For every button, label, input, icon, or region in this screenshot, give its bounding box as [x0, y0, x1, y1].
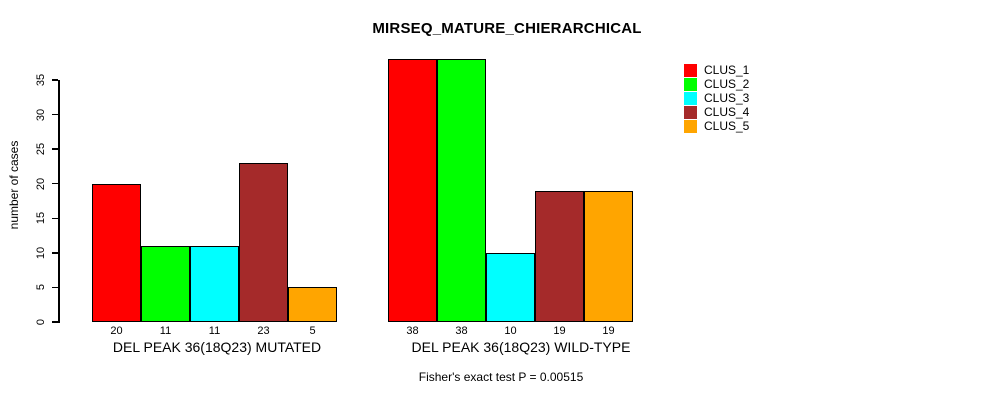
- legend-swatch-clus_4: [684, 105, 697, 119]
- y-tick-label: 10: [35, 246, 47, 259]
- bar-value-label: 11: [208, 325, 221, 337]
- bar-clus_2-group2: [437, 59, 486, 322]
- bar-clus_2-group1: [141, 246, 190, 322]
- group-label: DEL PEAK 36(18Q23) MUTATED: [112, 339, 322, 355]
- bar-clus_3-group2: [486, 253, 535, 322]
- legend-swatch-clus_2: [684, 77, 697, 91]
- bar-value-label: 5: [309, 325, 316, 337]
- bar-value-label: 19: [602, 325, 615, 337]
- y-tick: [52, 79, 58, 81]
- legend-label: CLUS_2: [704, 77, 750, 91]
- y-tick: [52, 321, 58, 323]
- bar-value-label: 20: [110, 325, 123, 337]
- y-tick-label: 15: [35, 212, 47, 225]
- bar-clus_4-group1: [239, 163, 288, 322]
- bar-value-label: 23: [257, 325, 270, 337]
- y-tick: [52, 286, 58, 289]
- legend-label: CLUS_1: [704, 63, 750, 77]
- y-tick-label: 20: [35, 177, 47, 190]
- chart-title: MIRSEQ_MATURE_CHIERARCHICAL: [372, 20, 642, 37]
- y-tick: [52, 113, 58, 116]
- y-tick: [52, 217, 58, 220]
- y-tick-label: 30: [35, 108, 47, 121]
- y-tick: [52, 148, 58, 150]
- legend-label: CLUS_3: [704, 91, 750, 105]
- bar-value-label: 11: [159, 325, 172, 337]
- y-axis-title: number of cases: [7, 140, 21, 230]
- bar-clus_5-group1: [288, 287, 337, 322]
- bar-clus_5-group2: [584, 191, 633, 322]
- bar-clus_3-group1: [190, 246, 239, 322]
- y-axis-line: [58, 80, 60, 323]
- legend-item: CLUS_4: [684, 105, 749, 119]
- bar-value-label: 10: [504, 325, 517, 337]
- y-tick-label: 0: [35, 318, 47, 326]
- y-tick-label: 25: [35, 143, 47, 156]
- legend-item: CLUS_3: [684, 91, 749, 105]
- y-tick: [52, 252, 58, 254]
- legend-item: CLUS_1: [684, 63, 749, 77]
- legend-swatch-clus_3: [684, 91, 697, 105]
- bar-clus_4-group2: [535, 191, 584, 322]
- legend-item: CLUS_2: [684, 77, 749, 91]
- y-tick-label: 5: [35, 284, 47, 291]
- legend-swatch-clus_5: [684, 119, 697, 133]
- legend-label: CLUS_5: [704, 119, 750, 133]
- fisher-test-annotation: Fisher's exact test P = 0.00515: [418, 370, 584, 384]
- legend-swatch-clus_1: [684, 63, 697, 77]
- bar-value-label: 38: [406, 325, 419, 337]
- legend-item: CLUS_5: [684, 119, 749, 133]
- bar-value-label: 19: [553, 325, 566, 337]
- bar-clus_1-group1: [92, 184, 141, 322]
- bar-value-label: 38: [455, 325, 468, 337]
- legend-label: CLUS_4: [704, 105, 750, 119]
- bar-clus_1-group2: [388, 59, 437, 322]
- group-label: DEL PEAK 36(18Q23) WILD-TYPE: [411, 339, 631, 355]
- y-tick: [52, 182, 58, 185]
- y-tick-label: 35: [35, 73, 47, 87]
